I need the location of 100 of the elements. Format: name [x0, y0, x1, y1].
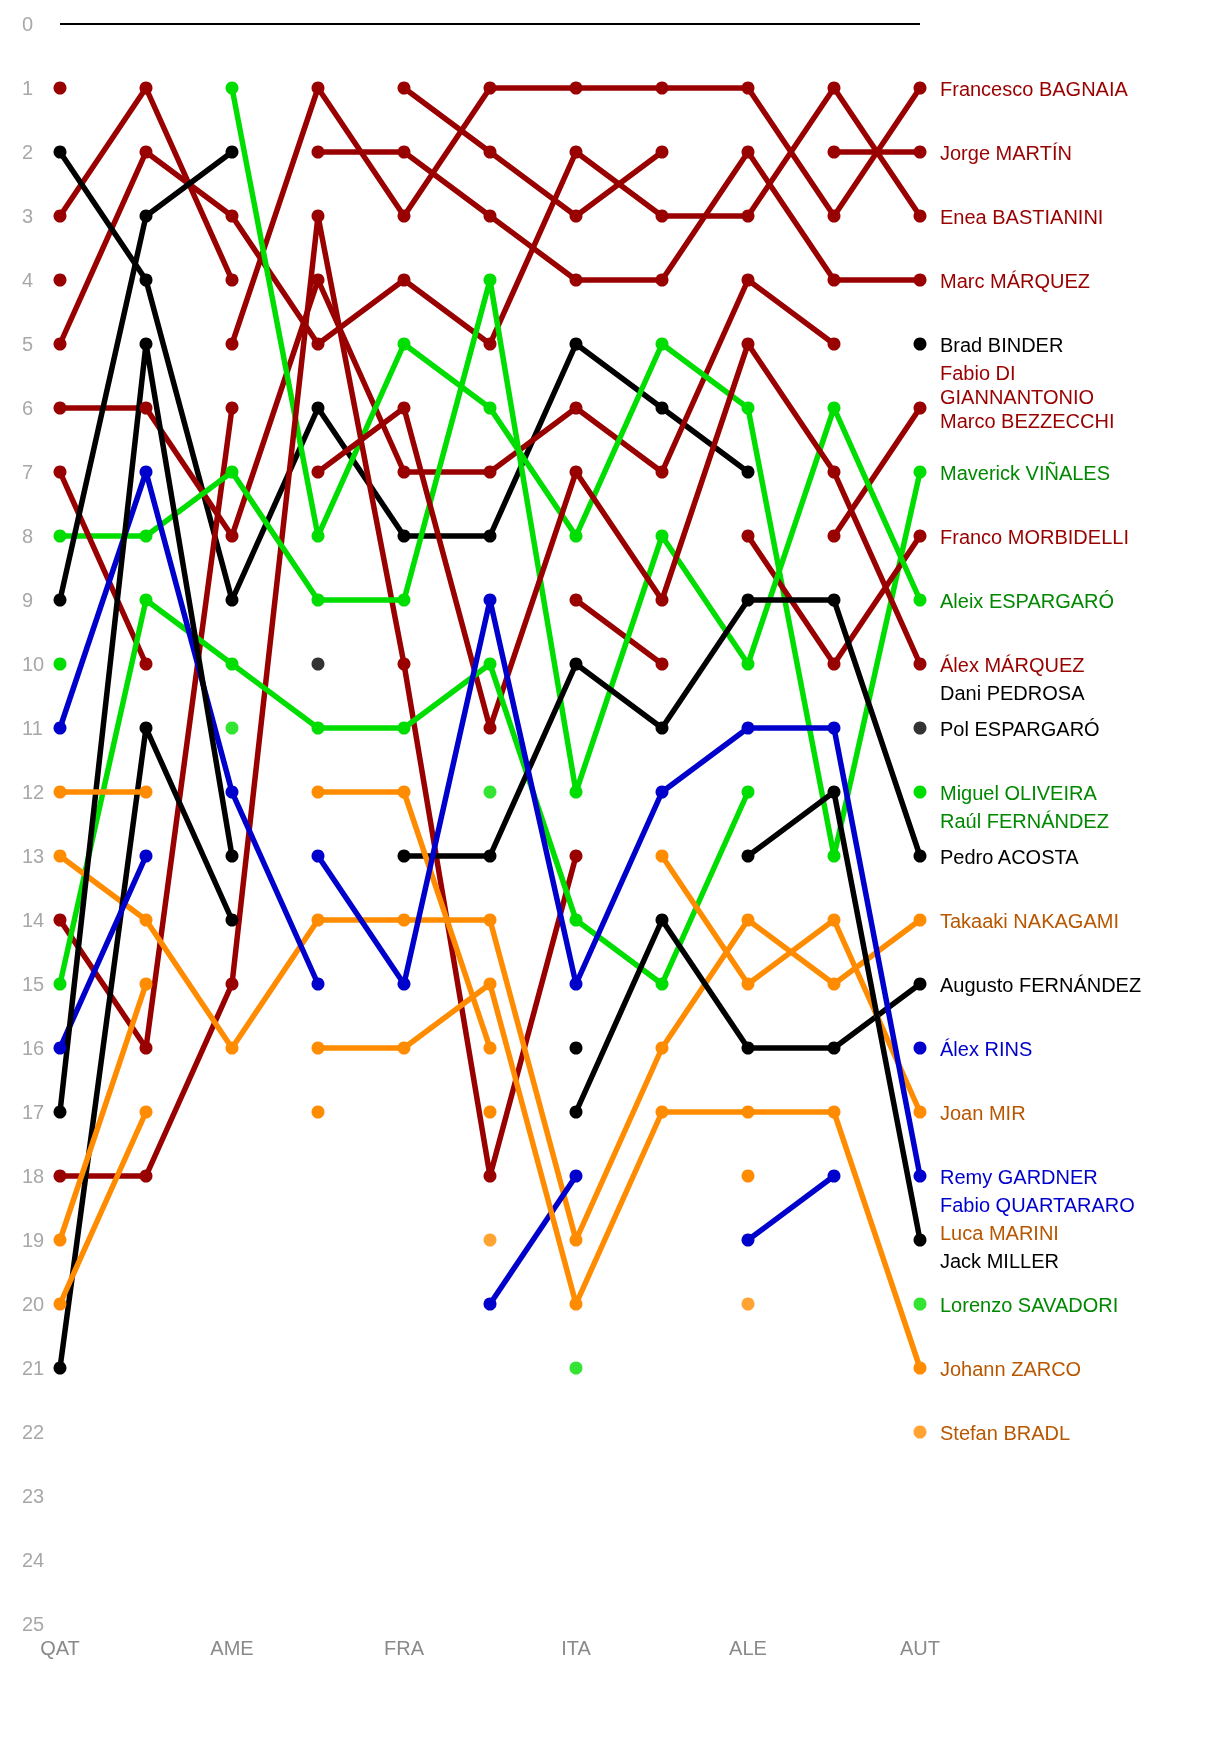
point [655, 401, 669, 415]
point [741, 593, 755, 607]
y-tick-label: 1 [22, 77, 34, 99]
series-label: Miguel OLIVEIRA [940, 782, 1098, 804]
point [913, 209, 927, 223]
series-label: Fabio QUARTARARO [940, 1194, 1135, 1216]
point [827, 913, 841, 927]
y-tick-label: 18 [22, 1165, 45, 1187]
point [655, 721, 669, 735]
point [225, 849, 239, 863]
point [311, 593, 325, 607]
point [53, 1297, 67, 1311]
series-label: Francesco BAGNAIA [940, 78, 1129, 100]
point [569, 913, 583, 927]
point [139, 529, 153, 543]
point [53, 209, 67, 223]
point [311, 913, 325, 927]
point [827, 721, 841, 735]
point [311, 977, 325, 991]
point [53, 913, 67, 927]
y-tick-label: 17 [22, 1101, 45, 1123]
point [827, 977, 841, 991]
point [139, 145, 153, 159]
point [741, 529, 755, 543]
point [569, 1041, 583, 1055]
point [741, 209, 755, 223]
point [913, 1041, 927, 1055]
point [53, 849, 67, 863]
point [139, 1041, 153, 1055]
y-tick-label: 20 [22, 1293, 45, 1315]
point [569, 1233, 583, 1247]
y-tick-label: 7 [22, 461, 34, 483]
point [827, 1041, 841, 1055]
y-tick-label: 25 [22, 1613, 45, 1635]
series-label: Brad BINDER [940, 334, 1064, 356]
point [741, 977, 755, 991]
point [483, 401, 497, 415]
point [913, 721, 927, 735]
point [569, 593, 583, 607]
text: Luca MARINI [940, 1222, 1059, 1244]
point [483, 145, 497, 159]
series-label: Lorenzo SAVADORI [940, 1294, 1119, 1316]
point [225, 657, 239, 671]
point [913, 1233, 927, 1247]
point [913, 849, 927, 863]
series-label: Stefan BRADL [940, 1422, 1071, 1444]
point [913, 465, 927, 479]
point [53, 145, 67, 159]
point [53, 1105, 67, 1119]
point [483, 913, 497, 927]
point [139, 913, 153, 927]
point [483, 593, 497, 607]
point [741, 849, 755, 863]
point [139, 401, 153, 415]
y-tick-label: 5 [22, 333, 34, 355]
point [913, 1425, 927, 1439]
point [139, 209, 153, 223]
point [913, 1105, 927, 1119]
series-label: Marc MÁRQUEZ [940, 270, 1090, 292]
point [483, 81, 497, 95]
point [741, 1041, 755, 1055]
y-tick-label: 8 [22, 525, 34, 547]
point [655, 465, 669, 479]
point [225, 1041, 239, 1055]
point [655, 913, 669, 927]
point [655, 593, 669, 607]
point [655, 273, 669, 287]
point [53, 785, 67, 799]
point [483, 721, 497, 735]
point [225, 529, 239, 543]
point [397, 721, 411, 735]
point [913, 1297, 927, 1311]
series-label: Franco MORBIDELLI [940, 526, 1129, 548]
point [483, 465, 497, 479]
x-tick-label: ITA [561, 1637, 592, 1659]
point [311, 849, 325, 863]
point [225, 209, 239, 223]
y-tick-label: 19 [22, 1229, 45, 1251]
x-tick-label: AUT [900, 1637, 940, 1659]
point [741, 657, 755, 671]
point [655, 81, 669, 95]
point [311, 785, 325, 799]
point [741, 1169, 755, 1183]
point [827, 657, 841, 671]
point [225, 593, 239, 607]
point [139, 721, 153, 735]
point [569, 81, 583, 95]
point [483, 1105, 497, 1119]
point [53, 337, 67, 351]
point [311, 337, 325, 351]
series-label: Joan MIR [940, 1102, 1026, 1124]
y-tick-label: 11 [22, 717, 43, 739]
point [827, 209, 841, 223]
point [139, 337, 153, 351]
point [741, 721, 755, 735]
point [397, 913, 411, 927]
point [397, 209, 411, 223]
point [827, 849, 841, 863]
point [225, 337, 239, 351]
y-tick-label: 2 [22, 141, 34, 163]
